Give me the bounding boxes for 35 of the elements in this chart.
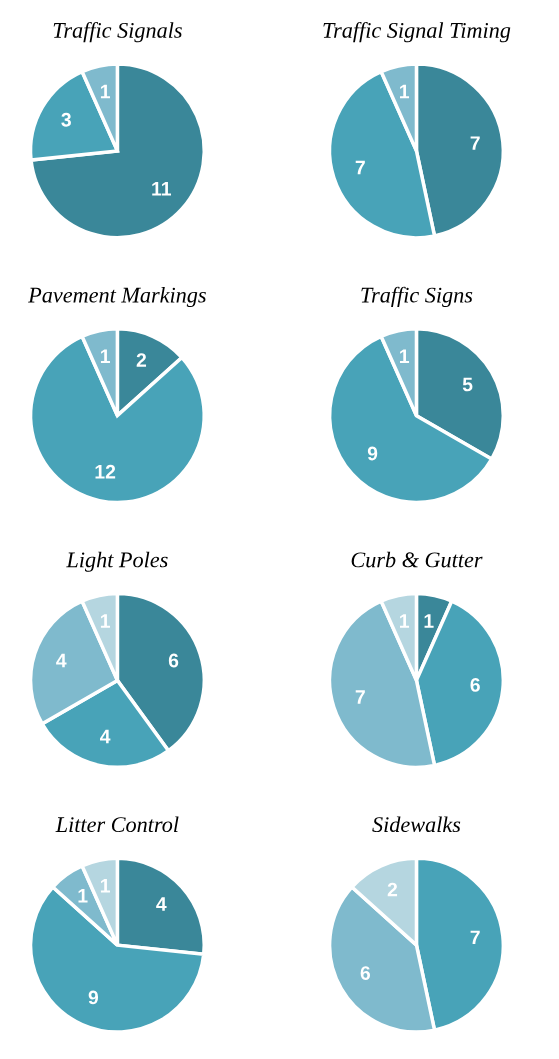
data-label: 1 bbox=[100, 349, 110, 363]
chart-title: Traffic Signal Timing bbox=[323, 21, 511, 43]
data-label: 4 bbox=[56, 653, 67, 668]
data-label: 2 bbox=[136, 353, 147, 367]
chart-title: Pavement Markings bbox=[28, 286, 206, 308]
data-label: 7 bbox=[470, 930, 480, 945]
data-label: 9 bbox=[367, 446, 378, 461]
data-label: 1 bbox=[400, 349, 410, 363]
chart-title: Curb & Gutter bbox=[351, 551, 483, 568]
chart-title: Traffic Signals bbox=[53, 21, 182, 43]
data-label: 12 bbox=[95, 464, 116, 479]
chart-title: Light Poles bbox=[66, 551, 168, 572]
chart-title: Traffic Signs bbox=[361, 286, 473, 308]
data-label: 9 bbox=[88, 990, 99, 1005]
data-label: 2 bbox=[387, 882, 398, 897]
data-label: 5 bbox=[462, 377, 473, 392]
data-label: 1 bbox=[400, 614, 410, 628]
data-label: 4 bbox=[156, 897, 167, 911]
data-label: 1 bbox=[100, 84, 110, 99]
data-label: 1 bbox=[78, 889, 88, 903]
data-label: 7 bbox=[355, 160, 365, 175]
data-label: 6 bbox=[168, 653, 179, 668]
chart-title: Litter Control bbox=[55, 816, 179, 833]
data-label: 1 bbox=[424, 614, 434, 628]
data-label: 1 bbox=[400, 84, 410, 99]
data-label: 7 bbox=[355, 690, 365, 704]
data-label: 4 bbox=[100, 729, 111, 744]
chart-title: Sidewalks bbox=[372, 816, 461, 833]
data-label: 1 bbox=[100, 614, 110, 628]
data-label: 6 bbox=[470, 678, 480, 692]
data-label: 6 bbox=[360, 966, 371, 980]
data-label: 1 bbox=[100, 879, 110, 893]
data-label: 3 bbox=[61, 112, 71, 127]
data-label: 7 bbox=[470, 136, 480, 150]
data-label: 11 bbox=[152, 182, 172, 196]
